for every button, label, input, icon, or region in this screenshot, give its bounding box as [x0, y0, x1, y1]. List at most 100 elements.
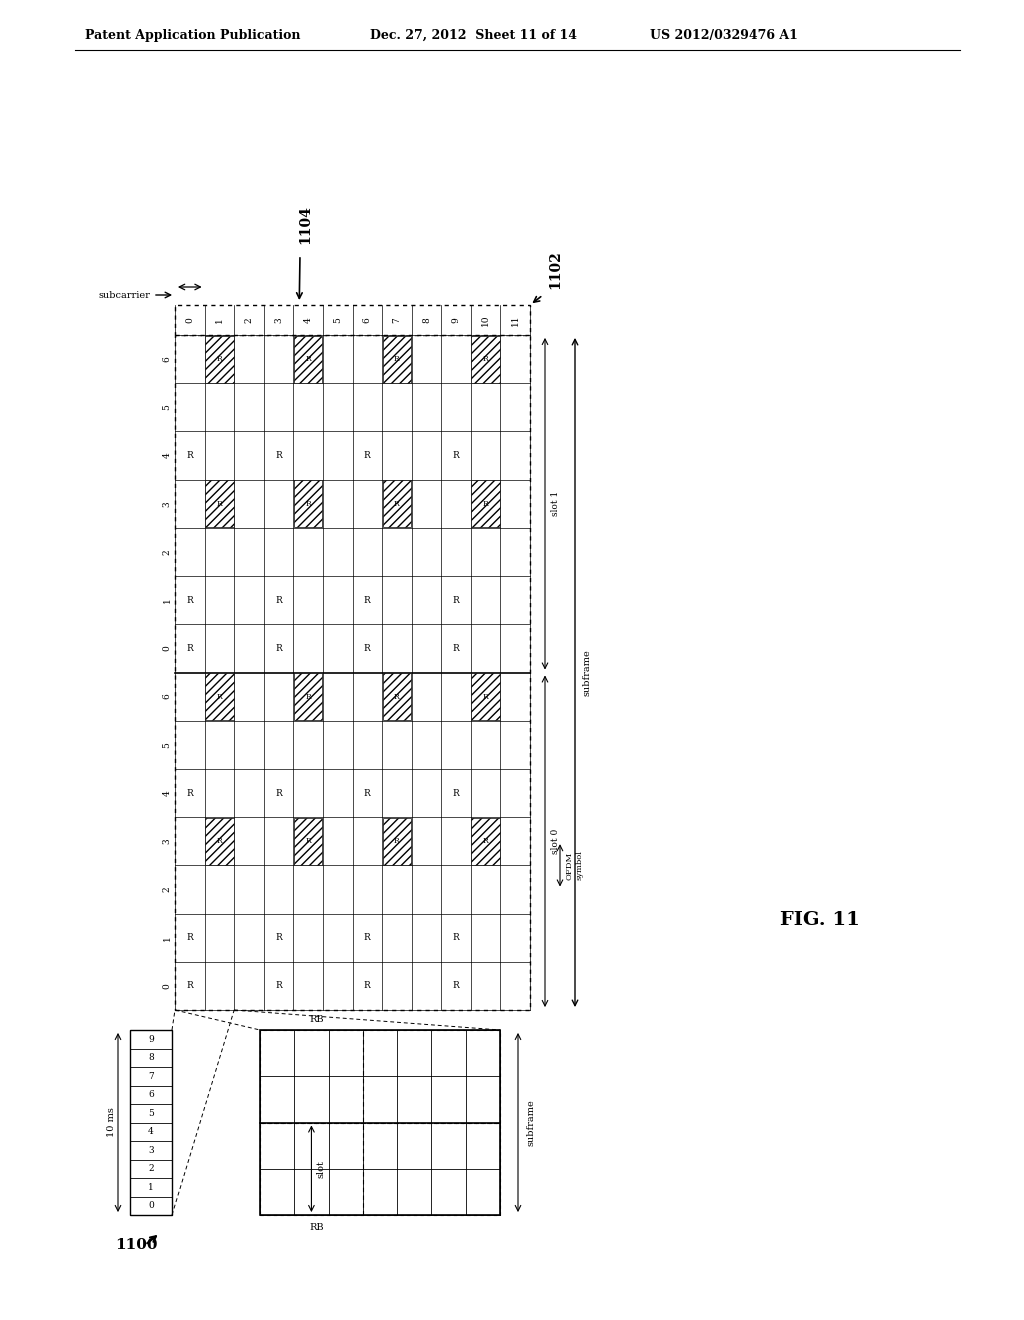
- Text: R: R: [394, 837, 399, 845]
- Text: R: R: [453, 644, 460, 653]
- Bar: [471, 817, 500, 865]
- Text: 4: 4: [163, 453, 171, 458]
- Bar: [471, 335, 500, 383]
- Text: R: R: [275, 451, 282, 461]
- Text: R: R: [186, 981, 194, 990]
- Text: R: R: [186, 595, 194, 605]
- Text: 10 ms: 10 ms: [106, 1107, 116, 1138]
- Bar: [383, 480, 412, 528]
- Text: R: R: [482, 837, 488, 845]
- Bar: [294, 673, 323, 721]
- Bar: [471, 673, 500, 721]
- Text: R: R: [275, 933, 282, 942]
- Text: R: R: [216, 837, 222, 845]
- Text: 3: 3: [148, 1146, 154, 1155]
- Text: R: R: [453, 981, 460, 990]
- Text: 0: 0: [163, 645, 171, 651]
- Bar: [260, 1030, 500, 1214]
- Bar: [205, 335, 233, 383]
- Text: 6: 6: [163, 694, 171, 700]
- Text: 1: 1: [163, 935, 171, 941]
- Text: R: R: [482, 693, 488, 701]
- Text: R: R: [275, 644, 282, 653]
- Bar: [294, 480, 323, 528]
- Bar: [383, 673, 412, 721]
- Text: 1: 1: [215, 317, 224, 323]
- Text: RB: RB: [309, 1222, 324, 1232]
- Text: 3: 3: [163, 500, 171, 507]
- Text: 1: 1: [148, 1183, 154, 1192]
- Text: R: R: [364, 595, 371, 605]
- Text: R: R: [275, 981, 282, 990]
- Text: 0: 0: [148, 1201, 154, 1210]
- Text: R: R: [394, 500, 399, 508]
- Text: Patent Application Publication: Patent Application Publication: [85, 29, 300, 41]
- Text: R: R: [364, 644, 371, 653]
- Text: R: R: [186, 788, 194, 797]
- Text: R: R: [394, 355, 399, 363]
- Text: R: R: [364, 981, 371, 990]
- Text: US 2012/0329476 A1: US 2012/0329476 A1: [650, 29, 798, 41]
- Text: OFDM
symbol: OFDM symbol: [566, 850, 584, 880]
- Text: 6: 6: [163, 356, 171, 362]
- Text: R: R: [305, 837, 311, 845]
- Text: 4: 4: [148, 1127, 154, 1137]
- Text: 8: 8: [148, 1053, 154, 1063]
- Text: R: R: [305, 355, 311, 363]
- Text: 1100: 1100: [115, 1238, 158, 1251]
- Text: 0: 0: [163, 983, 171, 989]
- Text: subcarrier: subcarrier: [98, 290, 150, 300]
- Text: R: R: [364, 451, 371, 461]
- Text: 1: 1: [163, 598, 171, 603]
- Bar: [260, 1030, 500, 1122]
- Text: R: R: [216, 355, 222, 363]
- Text: 2: 2: [245, 317, 254, 323]
- Text: 9: 9: [148, 1035, 154, 1044]
- Text: R: R: [364, 788, 371, 797]
- Text: 2: 2: [163, 549, 171, 554]
- Text: slot 0: slot 0: [551, 829, 560, 854]
- Bar: [205, 673, 233, 721]
- Bar: [175, 335, 530, 1010]
- Text: R: R: [216, 693, 222, 701]
- Text: slot: slot: [316, 1160, 326, 1177]
- Bar: [471, 480, 500, 528]
- Text: subframe: subframe: [526, 1100, 535, 1146]
- Text: subframe: subframe: [582, 649, 591, 696]
- Text: R: R: [216, 500, 222, 508]
- Bar: [205, 480, 233, 528]
- Text: R: R: [186, 451, 194, 461]
- Text: R: R: [453, 933, 460, 942]
- Text: 8: 8: [422, 317, 431, 323]
- Text: Dec. 27, 2012  Sheet 11 of 14: Dec. 27, 2012 Sheet 11 of 14: [370, 29, 577, 41]
- Text: R: R: [275, 595, 282, 605]
- Text: 4: 4: [304, 317, 312, 323]
- Text: R: R: [186, 644, 194, 653]
- Text: R: R: [482, 500, 488, 508]
- Bar: [130, 1030, 172, 1214]
- Text: R: R: [453, 595, 460, 605]
- Text: R: R: [186, 933, 194, 942]
- Text: 2: 2: [163, 887, 171, 892]
- Text: 3: 3: [274, 317, 283, 323]
- Text: FIG. 11: FIG. 11: [780, 911, 860, 929]
- Bar: [205, 817, 233, 865]
- Text: R: R: [305, 693, 311, 701]
- Text: R: R: [275, 788, 282, 797]
- Text: 11: 11: [511, 314, 520, 326]
- Text: 4: 4: [163, 791, 171, 796]
- Bar: [260, 1122, 500, 1214]
- Text: 0: 0: [185, 317, 195, 323]
- Text: 5: 5: [163, 404, 171, 411]
- Text: 3: 3: [163, 838, 171, 843]
- Text: 6: 6: [362, 317, 372, 323]
- Text: R: R: [394, 693, 399, 701]
- Text: 5: 5: [148, 1109, 154, 1118]
- Bar: [175, 305, 530, 335]
- Text: 1102: 1102: [548, 251, 562, 289]
- Text: 7: 7: [392, 317, 401, 323]
- Text: RB: RB: [309, 1015, 324, 1024]
- Text: 1104: 1104: [298, 206, 312, 244]
- Text: R: R: [305, 500, 311, 508]
- Text: 9: 9: [452, 317, 461, 323]
